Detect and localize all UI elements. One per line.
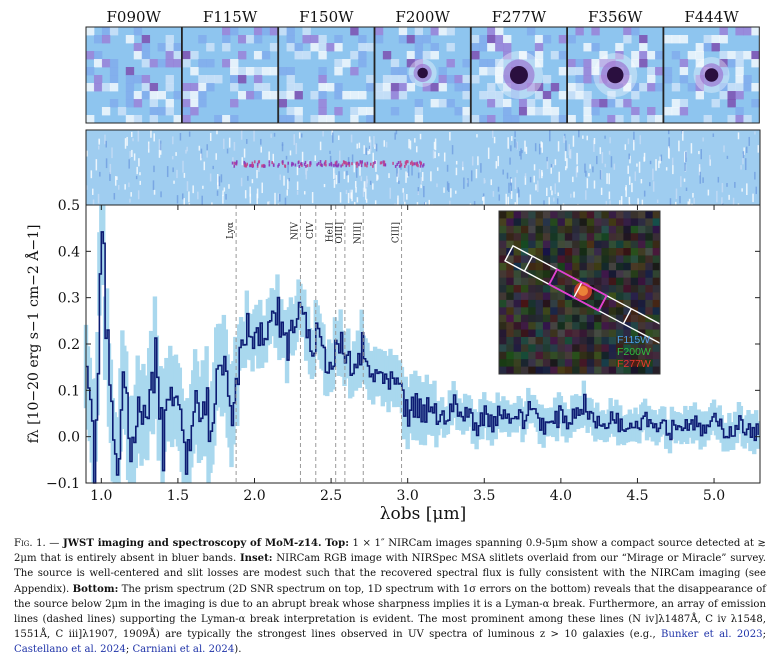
x-tick-label: 3.5 [473, 488, 495, 504]
image-stamps [85, 26, 760, 124]
caption-end: ). [234, 644, 242, 656]
x-tick-label: 4.5 [626, 488, 648, 504]
inset-legend-f277w: F277W [617, 358, 651, 370]
y-tick-label: 0.0 [58, 430, 80, 446]
band-label: F444W [684, 8, 739, 26]
emission-line-label: CIII] [392, 222, 402, 243]
band-label: F277W [492, 8, 547, 26]
band-label: F115W [203, 8, 258, 26]
x-axis-label: λobs [μm] [380, 504, 466, 524]
2d-spectrum [85, 129, 761, 216]
emission-line-label: CIV [306, 222, 316, 239]
band-label: F090W [107, 8, 162, 26]
caption-top-label: Top: [325, 538, 349, 549]
citation-link[interactable]: Carniani et al. 2024 [132, 644, 235, 656]
y-tick-label: −0.1 [46, 476, 80, 492]
inset-legend-f200w: F200W [617, 346, 651, 358]
image-stamp [470, 26, 568, 124]
y-tick-label: 0.3 [58, 291, 80, 307]
emission-line-label: NIV [290, 222, 300, 240]
citation-link[interactable]: Castellano et al. 2024 [14, 644, 126, 656]
citation-separator: ; [762, 629, 766, 641]
band-label: F150W [299, 8, 354, 26]
msa-slitlets [504, 244, 682, 352]
x-tick-label: 3.0 [397, 488, 419, 504]
band-label: F200W [395, 8, 450, 26]
caption-bottom-text: The prism spectrum (2D SNR spectrum on t… [14, 583, 766, 641]
x-tick-label: 1.5 [167, 488, 189, 504]
image-stamp [85, 26, 182, 124]
y-tick-label: 0.5 [58, 198, 80, 214]
caption-inset-text: NIRCam RGB image with NIRSpec MSA slitle… [14, 553, 766, 595]
image-stamp [567, 26, 664, 124]
image-stamp [278, 26, 375, 124]
caption-top-text: 1 × 1″ NIRCam images spanning 0.9-5μm sh… [14, 538, 766, 565]
citation-separator: ; [125, 644, 130, 656]
emission-line-label: OIII] [335, 222, 345, 244]
caption-bottom-label: Bottom: [72, 583, 119, 595]
flux-series-line [86, 231, 759, 484]
citation-link[interactable]: Bunker et al. 2023 [661, 629, 763, 641]
caption-label: Fig. 1. [14, 538, 46, 549]
y-tick-label: 0.1 [58, 383, 80, 399]
x-tick-label: 1.0 [90, 488, 112, 504]
y-axis-label: fλ [10−20 erg s−1 cm−2 Å−1] [24, 225, 42, 444]
caption-title: JWST imaging and spectroscopy of MoM-z14… [62, 538, 322, 549]
image-stamp [181, 26, 279, 124]
x-tick-label: 5.0 [703, 488, 725, 504]
band-labels: F090W F115W F150W F200W F277W F356W F444W [107, 8, 740, 26]
image-stamp [663, 26, 760, 124]
y-tick-label: 0.4 [58, 244, 80, 260]
emission-line-label: Lyα [226, 222, 236, 239]
band-label: F356W [588, 8, 643, 26]
figure: F090W F115W F150W F200W F277W F356W F444W Lyα N… [24, 8, 761, 524]
caption-inset-label: Inset: [239, 553, 273, 565]
x-tick-label: 2.5 [320, 488, 342, 504]
inset-frame [498, 210, 661, 375]
image-stamp [374, 26, 471, 124]
error-band [101, 205, 106, 286]
slitlet-highlight [547, 268, 608, 312]
x-tick-label: 2.0 [243, 488, 265, 504]
figure-caption: Fig. 1. — JWST imaging and spectroscopy … [14, 538, 766, 656]
inset-legend-f115w: F115W [617, 334, 650, 346]
emission-line-label: NIII] [353, 222, 363, 244]
x-tick-label: 4.0 [550, 488, 572, 504]
emission-line-label: HeII [326, 222, 336, 243]
y-tick-label: 0.2 [58, 337, 80, 353]
